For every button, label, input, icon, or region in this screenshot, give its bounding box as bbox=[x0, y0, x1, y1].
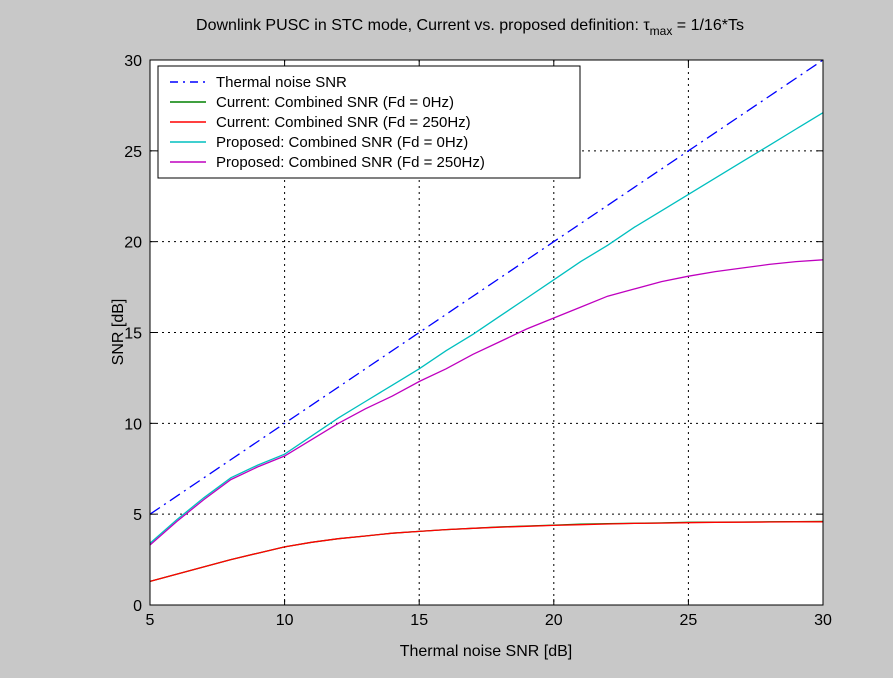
y-tick-label: 20 bbox=[124, 235, 142, 252]
legend-box bbox=[157, 65, 581, 179]
series-lines bbox=[149, 59, 824, 583]
series-line bbox=[149, 259, 824, 546]
x-tick-label: 15 bbox=[410, 612, 428, 629]
y-tick-label: 0 bbox=[133, 598, 142, 615]
legend-label: Current: Combined SNR (Fd = 0Hz) bbox=[216, 94, 454, 111]
x-tick-label: 5 bbox=[146, 612, 155, 629]
series-line bbox=[149, 521, 823, 583]
x-tick-label: 20 bbox=[545, 612, 563, 629]
y-tick-label: 25 bbox=[124, 144, 142, 161]
y-tick-label: 5 bbox=[133, 507, 142, 524]
y-tick-label: 15 bbox=[124, 326, 142, 343]
y-tick-label: 30 bbox=[124, 53, 142, 70]
legend-label: Thermal noise SNR bbox=[216, 74, 347, 91]
x-tick-label: 10 bbox=[276, 612, 294, 629]
y-tick-label: 10 bbox=[124, 416, 142, 433]
legend-label: Proposed: Combined SNR (Fd = 250Hz) bbox=[216, 154, 485, 171]
chart-title: Downlink PUSC in STC mode, Current vs. p… bbox=[196, 17, 744, 38]
legend: Thermal noise SNR Current: Combined SNR (… bbox=[157, 65, 581, 179]
series-line bbox=[149, 112, 824, 544]
y-axis-label: SNR [dB] bbox=[110, 299, 127, 366]
x-tick-label: 30 bbox=[814, 612, 832, 629]
x-axis-label: Thermal noise SNR [dB] bbox=[400, 643, 573, 660]
x-tick-label: 25 bbox=[680, 612, 698, 629]
legend-label: Current: Combined SNR (Fd = 250Hz) bbox=[216, 114, 471, 131]
series-line bbox=[149, 59, 824, 515]
legend-label: Proposed: Combined SNR (Fd = 0Hz) bbox=[216, 134, 468, 151]
